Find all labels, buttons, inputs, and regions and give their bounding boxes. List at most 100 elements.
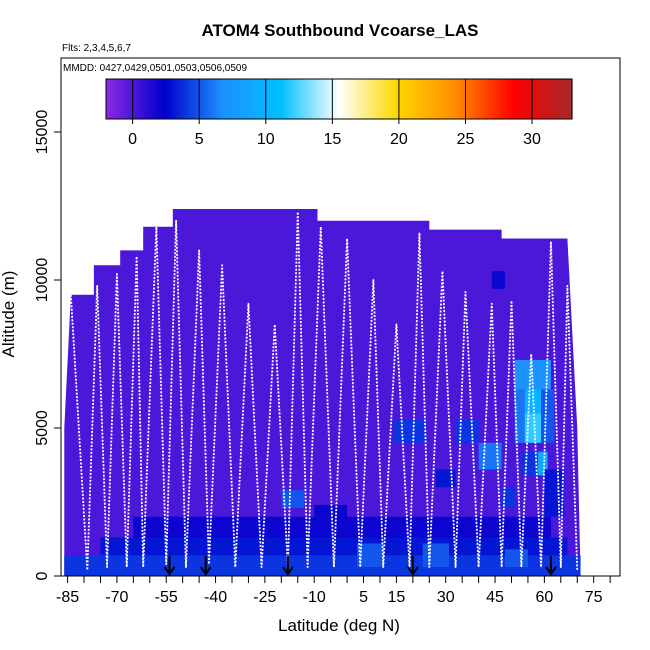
colorbar-segment [552, 79, 556, 119]
arrow-marker [545, 556, 557, 576]
colorbar-segment [515, 79, 520, 119]
colorbar-segment [295, 79, 300, 119]
colorbar-segment [169, 79, 174, 119]
x-axis-label: Latitude (deg N) [278, 616, 400, 635]
colorbar-segment [212, 79, 217, 119]
x-tick-label: 30 [437, 589, 455, 606]
colorbar-segment [209, 79, 214, 119]
colorbar-segment [518, 79, 523, 119]
data-cell [524, 413, 542, 443]
colorbar-segment [305, 79, 310, 119]
colorbar-segment [385, 79, 390, 119]
colorbar-segment [319, 79, 323, 119]
arrow-marker [407, 556, 419, 576]
colorbar-segment [289, 79, 293, 119]
colorbar-segment [119, 79, 124, 119]
colorbar-segment [378, 79, 383, 119]
colorbar-segment [235, 79, 240, 119]
colorbar-segment [195, 79, 200, 119]
chart-title: ATOM4 Southbound Vcoarse_LAS [201, 21, 478, 40]
colorbar-segment [428, 79, 433, 119]
colorbar-segment [109, 79, 114, 119]
colorbar-segment [315, 79, 320, 119]
data-cell [521, 451, 538, 476]
colorbar-segment [358, 79, 363, 119]
flights-label: Flts: 2,3,4,5,6,7 [62, 43, 131, 54]
colorbar-segment [445, 79, 450, 119]
data-cell [541, 389, 555, 443]
data-cell [393, 419, 426, 443]
colorbar-segment [135, 79, 140, 119]
x-tick-label: 5 [359, 589, 368, 606]
mmdd-label: MMDD: 0427,0429,0501,0503,0506,0509 [63, 63, 247, 74]
colorbar-segment [452, 79, 457, 119]
y-tick-label: 0 [34, 571, 51, 580]
colorbar-segment [249, 79, 254, 119]
colorbar-segment [442, 79, 447, 119]
colorbar-segment [458, 79, 463, 119]
colorbar-segment [422, 79, 427, 119]
colorbar-segment [182, 79, 187, 119]
colorbar-segment [132, 79, 137, 119]
colorbar-segment [142, 79, 147, 119]
x-tick-label: -70 [105, 589, 128, 606]
x-tick-label: 75 [585, 589, 603, 606]
colorbar-segment [309, 79, 313, 119]
data-cell [544, 469, 565, 517]
colorbar-segment [225, 79, 230, 119]
colorbar-segment [375, 79, 380, 119]
colorbar-segment [465, 79, 470, 119]
colorbar-segment [505, 79, 510, 119]
colorbar-segment [472, 79, 477, 119]
data-cell [478, 442, 502, 470]
data-cell [435, 469, 456, 488]
data-cell [455, 419, 479, 443]
colorbar-segment [185, 79, 190, 119]
colorbar-segment [175, 79, 180, 119]
colorbar-segment [462, 79, 467, 119]
colorbar-segment [382, 79, 387, 119]
colorbar-segment [542, 79, 546, 119]
colorbar-segment [242, 79, 247, 119]
colorbar-segment [405, 79, 410, 119]
colorbar-segment [252, 79, 257, 119]
colorbar-segment [259, 79, 264, 119]
y-tick-label: 10000 [34, 258, 51, 303]
colorbar-segment [368, 79, 373, 119]
colorbar-segment [555, 79, 560, 119]
colorbar-segment [388, 79, 393, 119]
colorbar-segment [172, 79, 177, 119]
colorbar-segment [348, 79, 353, 119]
arrow-head [163, 566, 176, 576]
data-cell [314, 504, 348, 523]
colorbar-tick-label: 15 [323, 131, 341, 148]
data-cell [491, 271, 505, 289]
colorbar-segment [475, 79, 480, 119]
colorbar-segment [322, 79, 327, 119]
colorbar-frame [105, 78, 573, 120]
colorbar-segment [339, 79, 343, 119]
data-cell [514, 359, 551, 390]
colorbar-segment [355, 79, 360, 119]
colorbar-segment [412, 79, 417, 119]
colorbar-segment [232, 79, 237, 119]
colorbar-segment [145, 79, 150, 119]
colorbar-segment [262, 79, 267, 119]
colorbar-segment [415, 79, 420, 119]
colorbar-segment [219, 79, 224, 119]
y-tick-label: 5000 [34, 410, 51, 446]
x-tick-label: -40 [204, 589, 227, 606]
colorbar-segment [152, 79, 157, 119]
colorbar-segment [279, 79, 284, 119]
colorbar-segment [275, 79, 280, 119]
colorbar-segment [329, 79, 333, 119]
x-tick-label: 15 [388, 589, 406, 606]
colorbar-segment [432, 79, 437, 119]
colorbar-segment [205, 79, 210, 119]
data-cell [281, 490, 305, 508]
colorbar-segment [438, 79, 443, 119]
colorbar-segment [398, 79, 403, 119]
colorbar-segment [418, 79, 423, 119]
